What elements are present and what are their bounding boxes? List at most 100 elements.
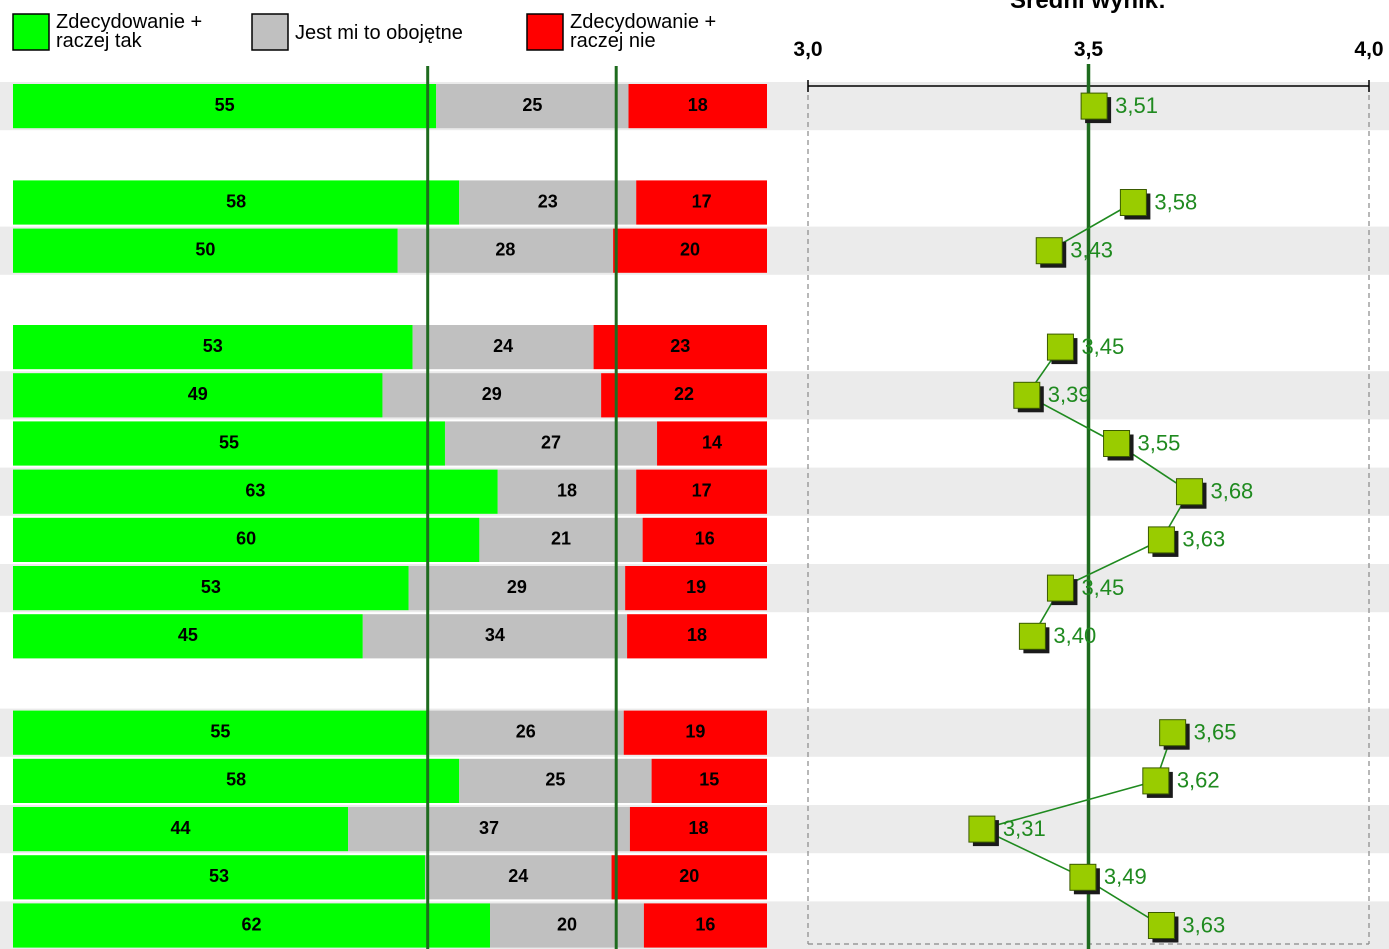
bar-label-nie: 23	[670, 336, 690, 356]
bar-label-obojetne: 20	[557, 914, 577, 934]
mean-marker	[1046, 333, 1074, 361]
bar-label-tak: 55	[210, 721, 230, 741]
bar-label-obojetne: 34	[485, 625, 505, 645]
bar-nie	[657, 421, 767, 466]
stacked-bars: 55 25 18 58 23 17 50 28 20 53 24 23 49 29 22 55 27 14 63 18…	[13, 84, 767, 948]
bar-label-obojetne: 23	[538, 191, 558, 211]
mean-marker	[1147, 526, 1175, 554]
bar-nie	[642, 517, 767, 562]
mean-value-label: 3,31	[1003, 816, 1046, 841]
bar-row: 49 29 22	[13, 373, 767, 418]
bar-row: 53 29 19	[13, 566, 767, 611]
mean-axis-tick-label: 3,0	[793, 38, 822, 61]
bar-obojetne	[348, 807, 630, 852]
bar-label-obojetne: 25	[522, 95, 542, 115]
bar-label-tak: 58	[226, 191, 246, 211]
bar-nie	[629, 807, 767, 852]
legend-label-0: Zdecydowanie +	[56, 11, 202, 33]
bar-label-tak: 45	[178, 625, 198, 645]
legend-label-1: Jest mi to obojętne	[295, 22, 463, 44]
bar-label-obojetne: 24	[493, 336, 513, 356]
bar-label-obojetne: 24	[508, 866, 528, 886]
bar-row: 60 21 16	[13, 517, 767, 562]
mean-marker	[1175, 478, 1203, 506]
mean-value-label: 3,39	[1048, 382, 1091, 407]
bar-label-obojetne: 28	[495, 239, 515, 259]
bar-label-nie: 16	[695, 914, 715, 934]
bar-row: 45 34 18	[13, 614, 767, 659]
mean-marker	[1080, 92, 1108, 120]
bar-label-nie: 15	[699, 770, 719, 790]
bar-obojetne	[397, 228, 614, 273]
bar-tak	[13, 517, 480, 562]
bar-obojetne	[490, 903, 644, 948]
mean-value-label: 3,40	[1053, 623, 1096, 648]
bar-row: 62 20 16	[13, 903, 767, 948]
bar-nie	[651, 758, 767, 803]
bar-row: 55 27 14	[13, 421, 767, 466]
bar-tak	[13, 566, 409, 611]
bar-nie	[636, 469, 767, 514]
bar-tak	[13, 373, 383, 418]
bar-label-nie: 20	[680, 239, 700, 259]
bar-label-obojetne: 37	[479, 818, 499, 838]
bar-row: 55 25 18	[13, 84, 767, 129]
legend-swatch-2	[526, 13, 564, 51]
bar-label-nie: 22	[674, 384, 694, 404]
legend-label-2: raczej nie	[570, 30, 656, 52]
mean-value-label: 3,51	[1115, 93, 1158, 118]
mean-axis-tick-label: 3,5	[1074, 38, 1104, 61]
bar-nie	[623, 710, 767, 755]
bar-tak	[13, 903, 491, 948]
bar-obojetne	[412, 325, 594, 370]
bar-label-tak: 49	[188, 384, 208, 404]
mean-connector	[981, 780, 1157, 830]
bar-row: 50 28 20	[13, 228, 767, 273]
mean-value-label: 3,55	[1138, 430, 1181, 455]
bar-label-nie: 18	[688, 95, 708, 115]
mean-value-label: 3,68	[1210, 479, 1253, 504]
mean-marker	[1142, 767, 1170, 795]
bar-label-tak: 62	[241, 914, 261, 934]
bar-nie	[601, 373, 767, 418]
mean-marker	[968, 815, 996, 843]
mean-value-label: 3,63	[1182, 527, 1225, 552]
bar-row: 55 26 19	[13, 710, 767, 755]
bar-label-nie: 17	[692, 480, 712, 500]
mean-marker	[1069, 863, 1097, 891]
bar-tak	[13, 84, 437, 129]
mean-value-label: 3,63	[1182, 912, 1225, 937]
legend-swatch-0	[12, 13, 50, 51]
bar-tak	[13, 180, 460, 225]
bar-label-nie: 20	[679, 866, 699, 886]
mean-marker	[1159, 719, 1187, 747]
bar-label-tak: 44	[171, 818, 191, 838]
bar-label-nie: 17	[692, 191, 712, 211]
legend-label-2: Zdecydowanie +	[570, 11, 716, 33]
bar-obojetne	[408, 566, 626, 611]
bar-obojetne	[427, 710, 624, 755]
bar-nie	[625, 566, 767, 611]
mean-value-label: 3,43	[1070, 238, 1113, 263]
reference-lines	[426, 66, 618, 949]
bar-row: 53 24 23	[13, 325, 767, 370]
bar-row: 58 25 15	[13, 758, 767, 803]
mean-marker	[1018, 622, 1046, 650]
bar-row: 53 24 20	[13, 855, 767, 900]
bar-label-nie: 19	[686, 577, 706, 597]
bar-label-nie: 16	[695, 529, 715, 549]
bar-label-tak: 58	[226, 770, 246, 790]
mean-marker	[1013, 381, 1041, 409]
bar-nie	[627, 614, 767, 659]
bar-obojetne	[459, 758, 652, 803]
bar-label-tak: 53	[203, 336, 223, 356]
bar-tak	[13, 855, 425, 900]
bar-label-tak: 55	[215, 95, 235, 115]
bar-obojetne	[424, 855, 612, 900]
bar-nie	[611, 855, 767, 900]
mean-value-label: 3,49	[1104, 864, 1147, 889]
bar-label-obojetne: 21	[551, 529, 571, 549]
mean-value-label: 3,58	[1154, 189, 1197, 214]
bar-nie	[643, 903, 767, 948]
